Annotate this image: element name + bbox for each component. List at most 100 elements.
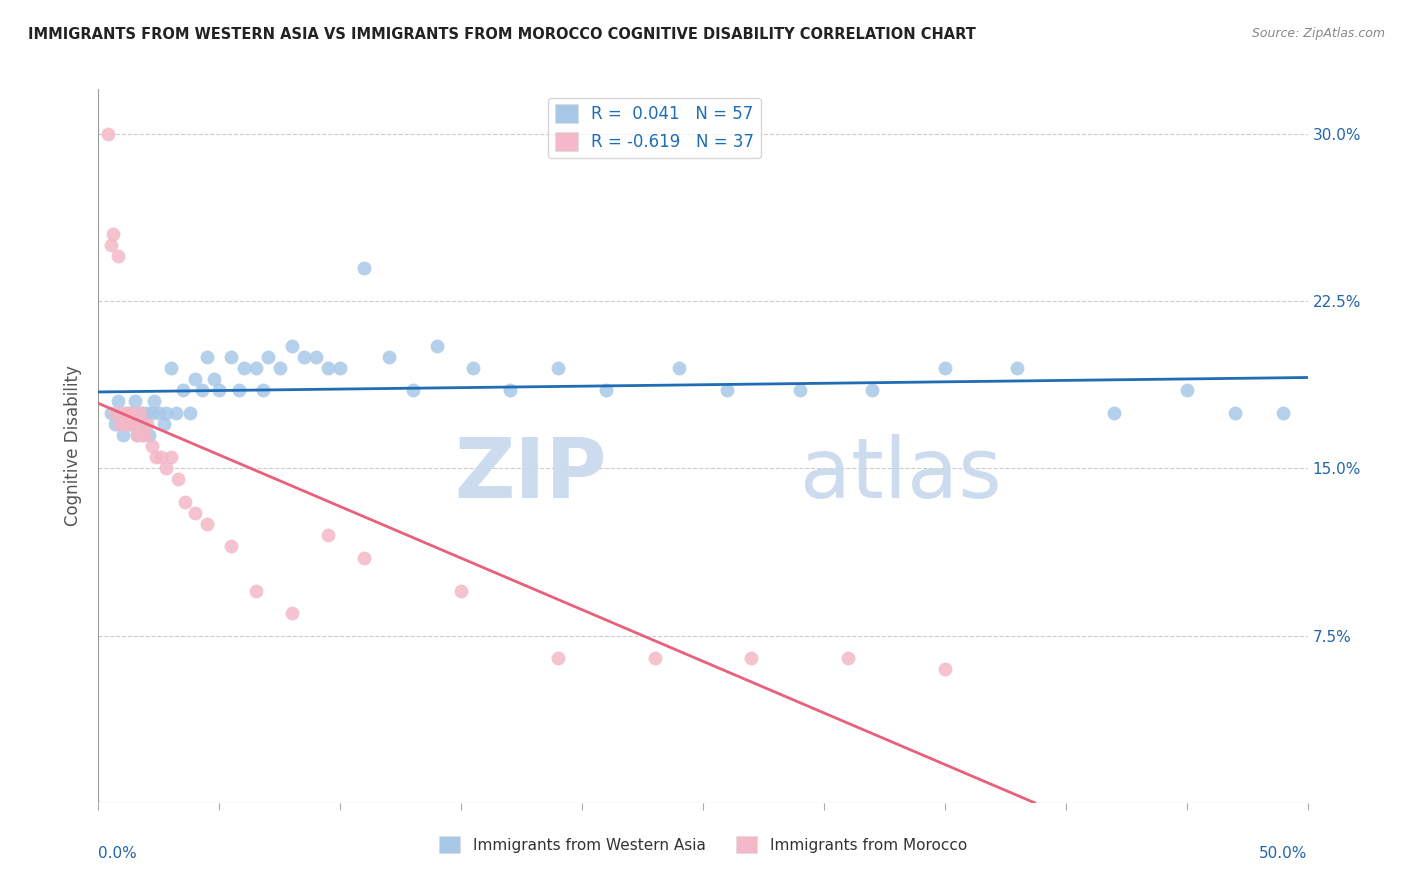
Text: atlas: atlas: [800, 434, 1001, 515]
Point: [281, 607, 304, 621]
Point: [155, 461, 177, 475]
Point: [150, 450, 173, 464]
Point: [1272, 405, 1295, 419]
Point: [121, 405, 143, 419]
Point: [128, 405, 150, 419]
Point: [134, 417, 156, 431]
Point: [101, 227, 124, 241]
Point: [316, 528, 339, 542]
Point: [716, 384, 738, 398]
Point: [135, 417, 157, 431]
Text: Source: ZipAtlas.com: Source: ZipAtlas.com: [1251, 27, 1385, 40]
Point: [184, 372, 207, 386]
Point: [107, 394, 129, 409]
Point: [245, 583, 267, 598]
Point: [934, 662, 956, 676]
Point: [837, 651, 859, 665]
Point: [108, 417, 131, 431]
Point: [148, 405, 170, 419]
Point: [111, 427, 134, 442]
Point: [204, 372, 226, 386]
Point: [195, 350, 218, 364]
Y-axis label: Cognitive Disability: Cognitive Disability: [65, 366, 83, 526]
Point: [138, 427, 160, 442]
Point: [114, 417, 136, 431]
Point: [160, 450, 183, 464]
Point: [426, 338, 449, 352]
Point: [127, 427, 149, 442]
Point: [131, 405, 153, 419]
Point: [131, 427, 153, 442]
Point: [172, 384, 194, 398]
Point: [167, 473, 190, 487]
Point: [329, 360, 352, 375]
Point: [100, 405, 122, 419]
Point: [165, 405, 187, 419]
Point: [221, 350, 243, 364]
Point: [179, 405, 201, 419]
Point: [111, 405, 134, 419]
Point: [124, 394, 146, 409]
Point: [155, 405, 177, 419]
Point: [256, 350, 278, 364]
Point: [174, 494, 197, 508]
Text: 50.0%: 50.0%: [1260, 846, 1308, 861]
Point: [184, 506, 207, 520]
Point: [1102, 405, 1125, 419]
Point: [221, 539, 243, 553]
Point: [117, 405, 139, 419]
Point: [100, 238, 122, 252]
Point: [860, 384, 883, 398]
Point: [245, 360, 267, 375]
Point: [1007, 360, 1029, 375]
Point: [450, 583, 472, 598]
Point: [353, 550, 375, 565]
Point: [498, 384, 520, 398]
Text: 0.0%: 0.0%: [98, 846, 138, 861]
Point: [547, 360, 569, 375]
Point: [1223, 405, 1246, 419]
Point: [152, 417, 174, 431]
Point: [118, 417, 141, 431]
Point: [145, 450, 167, 464]
Point: [124, 417, 146, 431]
Point: [934, 360, 956, 375]
Text: ZIP: ZIP: [454, 434, 606, 515]
Point: [269, 360, 291, 375]
Point: [117, 405, 139, 419]
Point: [668, 360, 690, 375]
Point: [97, 127, 120, 141]
Point: [402, 384, 425, 398]
Point: [104, 417, 127, 431]
Point: [740, 651, 762, 665]
Point: [595, 384, 617, 398]
Point: [118, 417, 141, 431]
Point: [463, 360, 485, 375]
Point: [195, 516, 218, 531]
Point: [121, 405, 143, 419]
Point: [252, 384, 274, 398]
Point: [143, 394, 166, 409]
Point: [191, 384, 214, 398]
Point: [547, 651, 569, 665]
Point: [305, 350, 328, 364]
Point: [232, 360, 254, 375]
Point: [135, 405, 157, 419]
Point: [104, 405, 127, 419]
Point: [1175, 384, 1198, 398]
Point: [292, 350, 315, 364]
Point: [160, 360, 183, 375]
Point: [353, 260, 375, 275]
Point: [141, 405, 163, 419]
Point: [127, 427, 149, 442]
Point: [141, 439, 163, 453]
Point: [228, 384, 250, 398]
Point: [789, 384, 811, 398]
Point: [377, 350, 399, 364]
Legend: Immigrants from Western Asia, Immigrants from Morocco: Immigrants from Western Asia, Immigrants…: [433, 830, 973, 859]
Point: [316, 360, 339, 375]
Point: [107, 249, 129, 264]
Point: [281, 338, 304, 352]
Point: [134, 427, 156, 442]
Text: IMMIGRANTS FROM WESTERN ASIA VS IMMIGRANTS FROM MOROCCO COGNITIVE DISABILITY COR: IMMIGRANTS FROM WESTERN ASIA VS IMMIGRAN…: [28, 27, 976, 42]
